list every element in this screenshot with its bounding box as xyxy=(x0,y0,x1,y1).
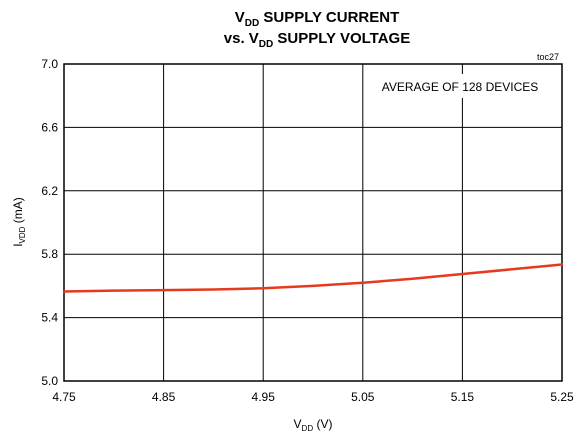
series-line xyxy=(62,263,564,293)
x-tick-label: 4.85 xyxy=(152,390,176,404)
x-tick-label: 5.05 xyxy=(351,390,375,404)
x-tick-label: 5.25 xyxy=(550,390,574,404)
annotation-background xyxy=(366,74,554,98)
x-tick-label: 4.75 xyxy=(52,390,76,404)
figure-id: toc27 xyxy=(537,52,559,62)
grid xyxy=(63,63,563,382)
y-tick-labels: 5.0 5.4 5.8 6.2 6.6 7.0 xyxy=(41,57,58,388)
chart-title-line1: VDD SUPPLY CURRENT xyxy=(235,9,400,29)
series-group xyxy=(62,263,564,293)
y-tick-label: 6.6 xyxy=(41,120,58,134)
y-tick-label: 6.2 xyxy=(41,184,58,198)
y-tick-label: 5.0 xyxy=(41,374,58,388)
x-tick-label: 5.15 xyxy=(451,390,475,404)
y-tick-label: 7.0 xyxy=(41,57,58,71)
x-tick-label: 4.95 xyxy=(252,390,276,404)
x-axis-label: VDD (V) xyxy=(294,417,333,433)
y-axis-label: IVDD (mA) xyxy=(11,197,27,247)
plot-frame xyxy=(63,63,563,382)
y-tick-label: 5.8 xyxy=(41,247,58,261)
chart-title-line2: vs. VDD SUPPLY VOLTAGE xyxy=(224,30,410,50)
x-tick-labels: 4.75 4.85 4.95 5.05 5.15 5.25 xyxy=(52,390,574,404)
y-tick-label: 5.4 xyxy=(41,311,58,325)
annotation-text: AVERAGE OF 128 DEVICES xyxy=(382,80,539,94)
